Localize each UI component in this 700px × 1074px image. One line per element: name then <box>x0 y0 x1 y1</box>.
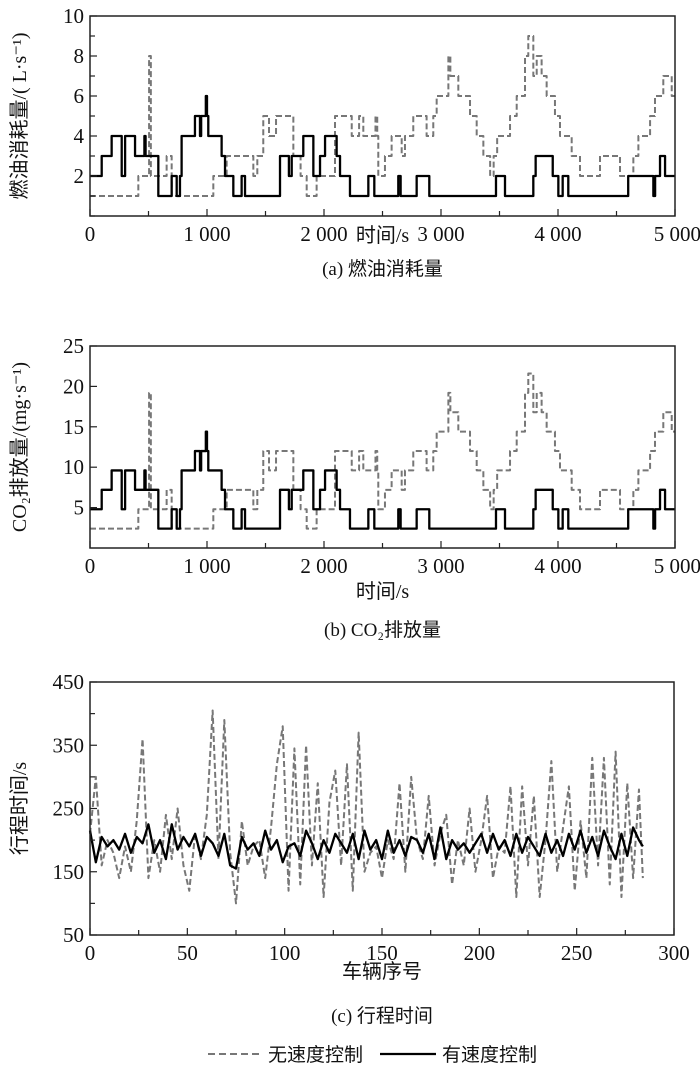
y-tick-label: 20 <box>63 374 84 398</box>
y-tick-label: 5 <box>74 496 85 520</box>
legend-label-with-control: 有速度控制 <box>442 1044 537 1066</box>
x-tick-label: 300 <box>658 941 690 965</box>
series-line-no-speed-control <box>90 372 675 530</box>
y-tick-label: 10 <box>63 4 84 28</box>
series-line-no-speed-control <box>90 35 675 197</box>
x-axis-label: 时间/s <box>356 224 410 247</box>
y-tick-label: 2 <box>74 164 85 188</box>
series-line-with-speed-control <box>90 94 675 198</box>
x-axis-label: 时间/s <box>356 580 410 603</box>
x-tick-label: 5 000 <box>654 222 700 246</box>
x-tick-label: 250 <box>561 941 593 965</box>
y-tick-label: 25 <box>63 334 84 358</box>
x-tick-label: 5 000 <box>654 554 700 578</box>
x-tick-label: 3 000 <box>417 554 464 578</box>
x-tick-label: 200 <box>464 941 496 965</box>
x-axis-label: 车辆序号 <box>342 960 422 983</box>
x-tick-label: 0 <box>85 941 96 965</box>
series-line-with-speed-control <box>90 430 675 530</box>
series-line-with-speed-control <box>88 823 644 870</box>
y-axis-label: CO₂排放量/(mg·s⁻¹) <box>8 362 31 532</box>
chart-co2-emission: 0 1 000 2 000 3 000 4 000 5 000 5 10 15 20 25 时间/s (… <box>8 334 700 641</box>
x-tick-label: 0 <box>85 222 96 246</box>
legend-label-no-control: 无速度控制 <box>268 1044 363 1066</box>
x-tick-label: 2 000 <box>300 222 347 246</box>
y-tick-label: 10 <box>63 455 84 479</box>
y-axis-label: 行程时间/s <box>8 762 31 856</box>
y-tick-label: 8 <box>74 44 85 68</box>
y-tick-label: 250 <box>53 797 85 821</box>
chart-travel-time: 0 50 100 150 200 250 30050150250350450车辆序号(c) … <box>8 670 690 1027</box>
series-line-no-speed-control <box>89 709 644 905</box>
x-tick-label: 4 000 <box>534 222 581 246</box>
x-tick-label: 0 <box>85 554 96 578</box>
y-tick-label: 4 <box>74 124 85 148</box>
x-tick-label: 1 000 <box>183 222 230 246</box>
x-tick-label: 4 000 <box>534 554 581 578</box>
y-tick-label: 350 <box>53 733 85 757</box>
subplot-caption: (c) 行程时间 <box>331 1005 433 1027</box>
x-tick-label: 3 000 <box>417 222 464 246</box>
x-tick-label: 2 000 <box>300 554 347 578</box>
y-tick-label: 6 <box>74 84 85 108</box>
chart-fuel-consumption: 0 1 000 2 000 3 000 4 000 5 000 2 4 6 8 10 时间/s (a) … <box>8 4 700 280</box>
x-tick-label: 100 <box>269 941 301 965</box>
y-axis-label: 燃油消耗量/( L·s⁻¹) <box>8 32 31 199</box>
y-tick-label: 15 <box>63 415 84 439</box>
x-tick-label: 150 <box>366 941 398 965</box>
x-tick-label: 50 <box>177 941 198 965</box>
x-tick-label: 1 000 <box>183 554 230 578</box>
subplot-caption: (b) CO₂排放量 <box>324 619 441 641</box>
legend: 无速度控制 有速度控制 <box>208 1044 537 1066</box>
y-tick-label: 50 <box>63 923 84 947</box>
subplot-caption: (a) 燃油消耗量 <box>322 258 443 280</box>
y-tick-label: 450 <box>53 670 85 694</box>
y-tick-label: 150 <box>53 860 85 884</box>
